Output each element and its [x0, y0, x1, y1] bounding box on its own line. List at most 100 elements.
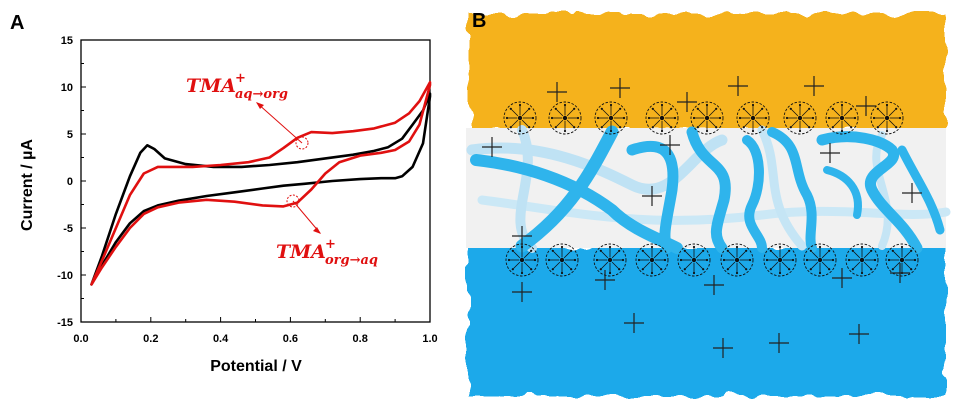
charge-sphere	[825, 101, 859, 135]
adsorbed-charge	[690, 101, 724, 135]
svg-text:TMA: TMA	[186, 75, 236, 97]
charge-sphere	[635, 243, 669, 277]
charge-ray	[653, 261, 661, 269]
cation-plus-icon	[512, 226, 532, 246]
charge-dot	[622, 116, 626, 120]
x-tick-label: 0.4	[213, 333, 229, 345]
charge-ray	[566, 119, 574, 127]
charge-dot	[850, 126, 853, 129]
charge-ray	[695, 261, 703, 269]
charge-sphere	[545, 243, 579, 277]
charge-ray	[801, 109, 809, 117]
arrowhead-icon	[313, 227, 321, 234]
cation-plus-icon	[512, 282, 532, 302]
cation-plus-icon	[547, 82, 567, 102]
charge-ray	[698, 109, 706, 117]
peak-marker-circle	[295, 136, 309, 150]
charge-dot	[831, 126, 834, 129]
charge-ray	[791, 109, 799, 117]
charge-ray	[863, 261, 871, 269]
organic-phase-layer	[470, 14, 945, 130]
charge-ray	[738, 261, 746, 269]
y-tick-label: 5	[67, 129, 73, 141]
charge-dot	[692, 245, 696, 249]
charge-dot	[650, 271, 654, 275]
charge-dot	[609, 103, 613, 107]
charge-center	[517, 115, 523, 121]
charge-dot	[805, 258, 809, 262]
charge-dot	[573, 258, 577, 262]
charge-ray	[602, 119, 610, 127]
x-tick-label: 0.6	[283, 333, 298, 345]
charge-dot	[683, 268, 686, 271]
charge-dot	[518, 129, 522, 133]
charge-dot	[809, 249, 812, 252]
charge-dot	[696, 126, 699, 129]
charge-ray	[903, 251, 911, 259]
charge-ray	[566, 109, 574, 117]
charge-ray	[738, 251, 746, 259]
charge-dot	[789, 107, 792, 110]
adsorbed-charge	[677, 243, 711, 277]
adsorbed-charge	[763, 243, 797, 277]
charge-ray	[513, 261, 521, 269]
charge-ray	[556, 109, 564, 117]
arrowhead-icon	[256, 102, 264, 109]
charge-dot	[761, 107, 764, 110]
svg-text:TMA: TMA	[276, 241, 326, 263]
cation-plus-icon	[595, 270, 615, 290]
charge-dot	[876, 126, 879, 129]
cation-plus-icon	[624, 313, 644, 333]
charge-sphere	[803, 243, 837, 277]
annotation-1-sub: aq→org	[235, 87, 288, 102]
charge-dot	[641, 249, 644, 252]
charge-dot	[511, 268, 514, 271]
charge-center	[659, 115, 665, 121]
charge-ray	[611, 251, 619, 259]
charge-dot	[651, 126, 654, 129]
adsorbed-charge	[720, 243, 754, 277]
cation-plus-icon	[902, 183, 922, 203]
series-line-black	[90, 92, 432, 286]
charge-dot	[560, 245, 564, 249]
charge-dot	[570, 268, 573, 271]
charge-dot	[692, 271, 696, 275]
annotation-2-sup: +	[325, 237, 336, 252]
panel-label-b: B	[472, 10, 487, 32]
charge-dot	[735, 245, 739, 249]
charge-ray	[853, 251, 861, 259]
charge-dot	[608, 271, 612, 275]
cation-plus-icon	[704, 275, 724, 295]
charge-dot	[509, 126, 512, 129]
x-tick-label: 1.0	[422, 333, 437, 345]
charge-dot	[828, 249, 831, 252]
charge-dot	[840, 129, 844, 133]
cation-plus-icon	[890, 263, 910, 283]
charge-dot	[853, 116, 857, 120]
charge-ray	[821, 251, 829, 259]
charge-dot	[885, 103, 889, 107]
charge-dot	[618, 268, 621, 271]
plot-frame	[80, 39, 431, 323]
charge-ray	[601, 251, 609, 259]
charge-dot	[673, 116, 677, 120]
charge-dot	[809, 268, 812, 271]
charge-sphere	[763, 243, 797, 277]
charge-ray	[553, 261, 561, 269]
charge-center	[608, 115, 614, 121]
charge-sphere	[720, 243, 754, 277]
adsorbed-charge	[870, 101, 904, 135]
charge-ray	[878, 109, 886, 117]
charge-ray	[744, 119, 752, 127]
charge-ray	[663, 109, 671, 117]
cation-plus-icon	[832, 268, 852, 288]
charge-ray	[653, 119, 661, 127]
charge-dot	[696, 107, 699, 110]
charge-dot	[895, 126, 898, 129]
charge-center	[899, 257, 905, 263]
charge-dot	[702, 268, 705, 271]
charge-ray	[903, 261, 911, 269]
charge-dot	[520, 271, 524, 275]
charge-dot	[531, 116, 535, 120]
charge-dot	[715, 107, 718, 110]
